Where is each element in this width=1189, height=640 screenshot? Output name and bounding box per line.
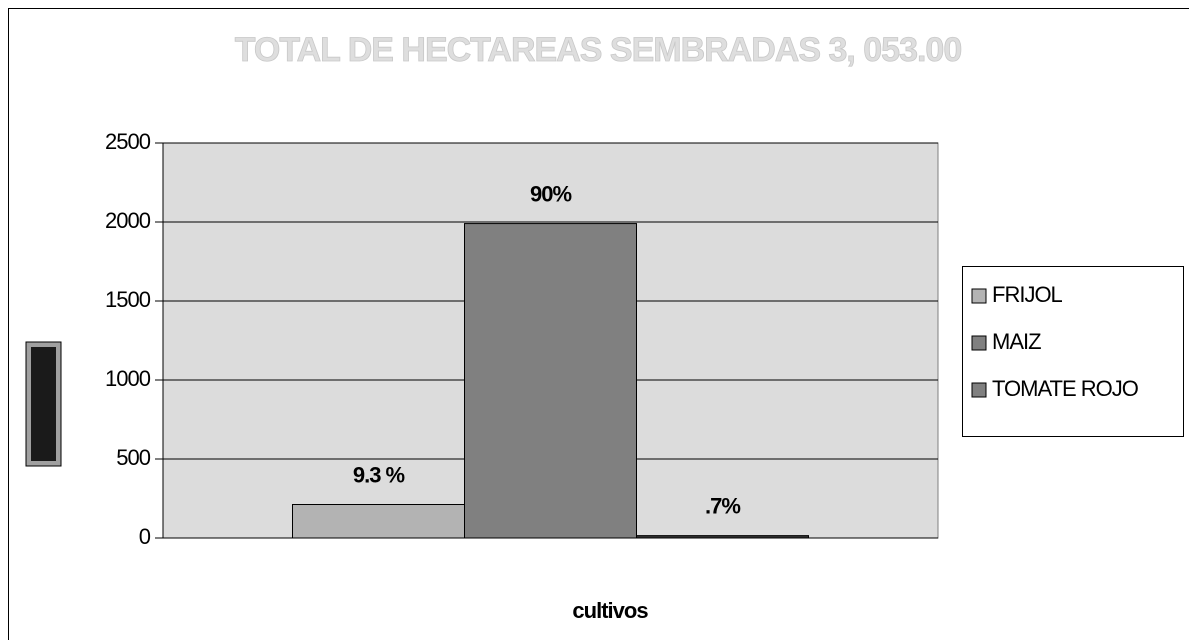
x-axis-label: cultivos	[572, 598, 648, 623]
legend-swatch	[971, 288, 987, 304]
legend	[962, 266, 1184, 437]
axis-title-box-inner	[31, 347, 56, 461]
y-tick-label: 2500	[105, 129, 151, 154]
legend-label: FRIJOL	[992, 282, 1063, 307]
bar	[292, 504, 465, 539]
data-label: 90%	[530, 181, 571, 206]
legend-swatch	[971, 335, 987, 351]
y-tick-label: 1500	[105, 287, 151, 312]
data-label: 9.3 %	[353, 462, 405, 487]
y-tick-label: 500	[116, 445, 150, 470]
bar	[636, 535, 809, 539]
y-tick-label: 2000	[105, 208, 151, 233]
y-tick-label: 1000	[105, 366, 151, 391]
legend-label: TOMATE ROJO	[992, 376, 1139, 401]
legend-swatch	[971, 382, 987, 398]
y-tick-label: 0	[139, 524, 151, 549]
legend-label: MAIZ	[992, 329, 1041, 354]
bar	[464, 223, 637, 539]
data-label: .7%	[705, 493, 740, 518]
chart-title: TOTAL DE HECTAREAS SEMBRADAS 3, 053.00	[235, 31, 962, 69]
